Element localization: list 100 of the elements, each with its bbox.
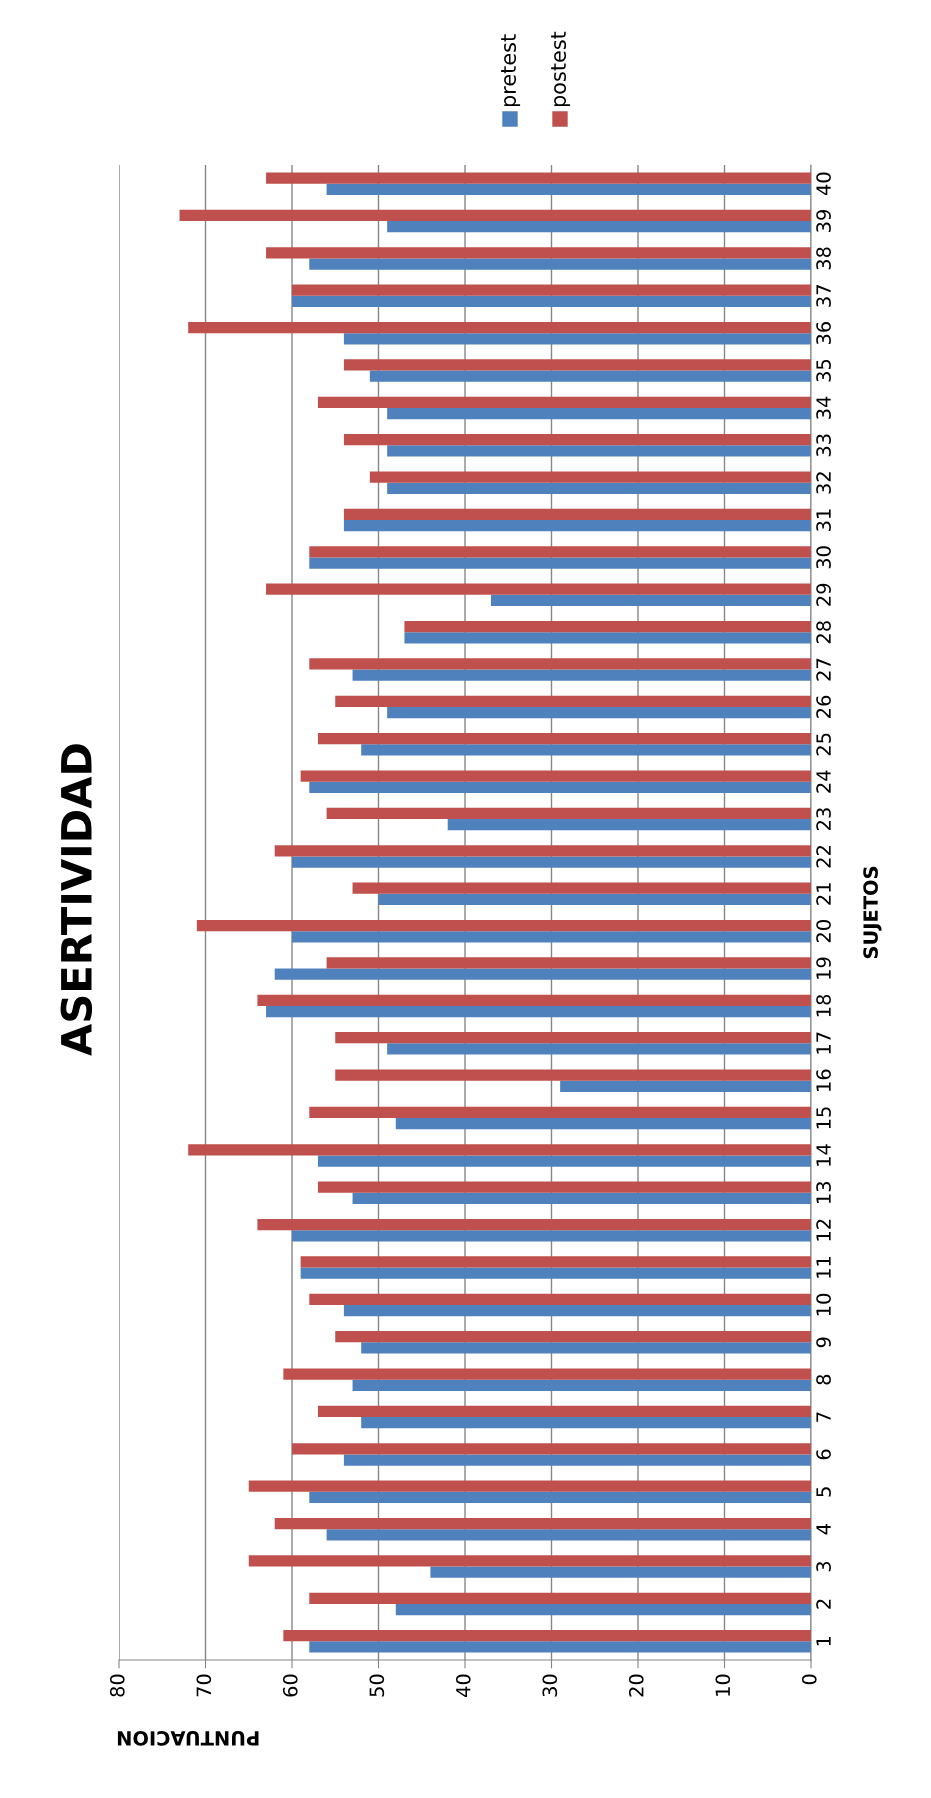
- bar: [378, 893, 811, 906]
- bar: [309, 1106, 811, 1119]
- bar: [343, 1454, 811, 1466]
- y-tick-label: 8: [816, 1374, 831, 1385]
- bar: [317, 1405, 811, 1418]
- bar: [404, 620, 811, 633]
- y-tick-label: 38: [816, 247, 831, 270]
- x-tick-label: 70: [196, 1674, 212, 1697]
- bar: [283, 1630, 811, 1642]
- bar: [266, 1005, 811, 1018]
- text: postest: [551, 31, 571, 107]
- bar: [343, 333, 811, 345]
- bar: [430, 1566, 811, 1578]
- bar: [309, 1592, 811, 1604]
- bar: [326, 1529, 811, 1541]
- bar: [560, 1080, 811, 1092]
- bar: [292, 295, 811, 308]
- y-tick-label: 4: [816, 1524, 831, 1535]
- y-tick-label: 13: [816, 1182, 831, 1204]
- x-tick-label: 40: [455, 1674, 471, 1697]
- y-tick-label: 21: [816, 883, 831, 905]
- bar: [248, 1555, 811, 1567]
- bar: [326, 183, 811, 195]
- bar: [326, 957, 811, 969]
- bar: [343, 1304, 811, 1317]
- bar: [387, 1043, 811, 1055]
- bar: [274, 968, 811, 980]
- y-tick-label: 30: [816, 546, 831, 569]
- bar: [404, 632, 811, 644]
- text: ASERTIVIDAD: [60, 744, 93, 1056]
- x-tick-label: 0: [801, 1674, 817, 1685]
- bar: [361, 1417, 811, 1429]
- bar: [343, 508, 811, 521]
- bar: [292, 1230, 811, 1242]
- y-tick-label: 1: [816, 1636, 831, 1646]
- y-tick-label: 10: [816, 1293, 831, 1316]
- x-tick-label: 60: [282, 1674, 298, 1697]
- bar: [317, 396, 811, 408]
- y-tick-label: 17: [816, 1032, 831, 1054]
- bar: [369, 471, 811, 483]
- bar: [395, 1118, 811, 1130]
- bar: [309, 1641, 811, 1653]
- y-axis-title: SUJETOS: [863, 866, 882, 959]
- y-tick-label: 36: [816, 322, 831, 345]
- y-tick-label: 6: [816, 1449, 831, 1460]
- bar: [266, 172, 811, 184]
- bar: [343, 520, 811, 532]
- x-tick-label: 10: [715, 1674, 731, 1696]
- bar: [490, 594, 811, 607]
- bar: [447, 819, 811, 831]
- bar: [361, 1342, 811, 1354]
- bar: [292, 1443, 811, 1455]
- bar: [335, 1032, 811, 1044]
- bar: [335, 695, 811, 707]
- y-tick-label: 22: [816, 846, 831, 868]
- y-tick-label: 26: [816, 695, 831, 718]
- y-tick-label: 16: [816, 1069, 831, 1091]
- bar: [352, 669, 811, 681]
- bar: [369, 370, 811, 382]
- bar: [188, 321, 811, 334]
- y-tick-label: 9: [816, 1337, 831, 1348]
- bar: [326, 807, 811, 820]
- y-tick-label: 29: [816, 583, 831, 606]
- bar: [387, 482, 811, 494]
- bar: [257, 1218, 811, 1231]
- bar: [352, 882, 811, 894]
- bar: [309, 658, 811, 670]
- y-tick-label: 19: [816, 957, 831, 979]
- bar: [387, 445, 811, 457]
- y-tick-label: 32: [816, 472, 831, 494]
- bar: [395, 1603, 811, 1616]
- bar: [179, 209, 811, 222]
- bar: [292, 856, 811, 868]
- text: pretest: [501, 34, 521, 107]
- y-tick-label: 7: [816, 1412, 831, 1422]
- bar: [248, 1480, 811, 1492]
- y-tick-label: 33: [816, 434, 831, 457]
- y-tick-label: 31: [816, 509, 831, 531]
- y-tick-label: 5: [816, 1487, 831, 1497]
- bar: [387, 221, 811, 233]
- y-tick-label: 24: [816, 770, 831, 793]
- bar: [387, 706, 811, 719]
- y-tick-label: 39: [816, 210, 831, 232]
- bar: [309, 1491, 811, 1504]
- y-tick-label: 40: [816, 172, 831, 196]
- bar: [266, 247, 811, 259]
- x-axis-title: PUNTUACION: [117, 1731, 259, 1746]
- y-tick-label: 14: [816, 1144, 831, 1166]
- bar: [309, 781, 811, 793]
- bar: [300, 770, 811, 782]
- bar: [352, 1379, 811, 1391]
- bar: [317, 733, 811, 745]
- bar: [266, 583, 811, 595]
- x-tick-label: 50: [369, 1674, 385, 1697]
- y-tick-label: 28: [816, 621, 831, 644]
- x-tick-label: 30: [542, 1674, 558, 1697]
- bar: [257, 994, 811, 1006]
- bar: [343, 434, 811, 446]
- y-tick-label: 18: [816, 994, 831, 1017]
- bar: [387, 407, 811, 420]
